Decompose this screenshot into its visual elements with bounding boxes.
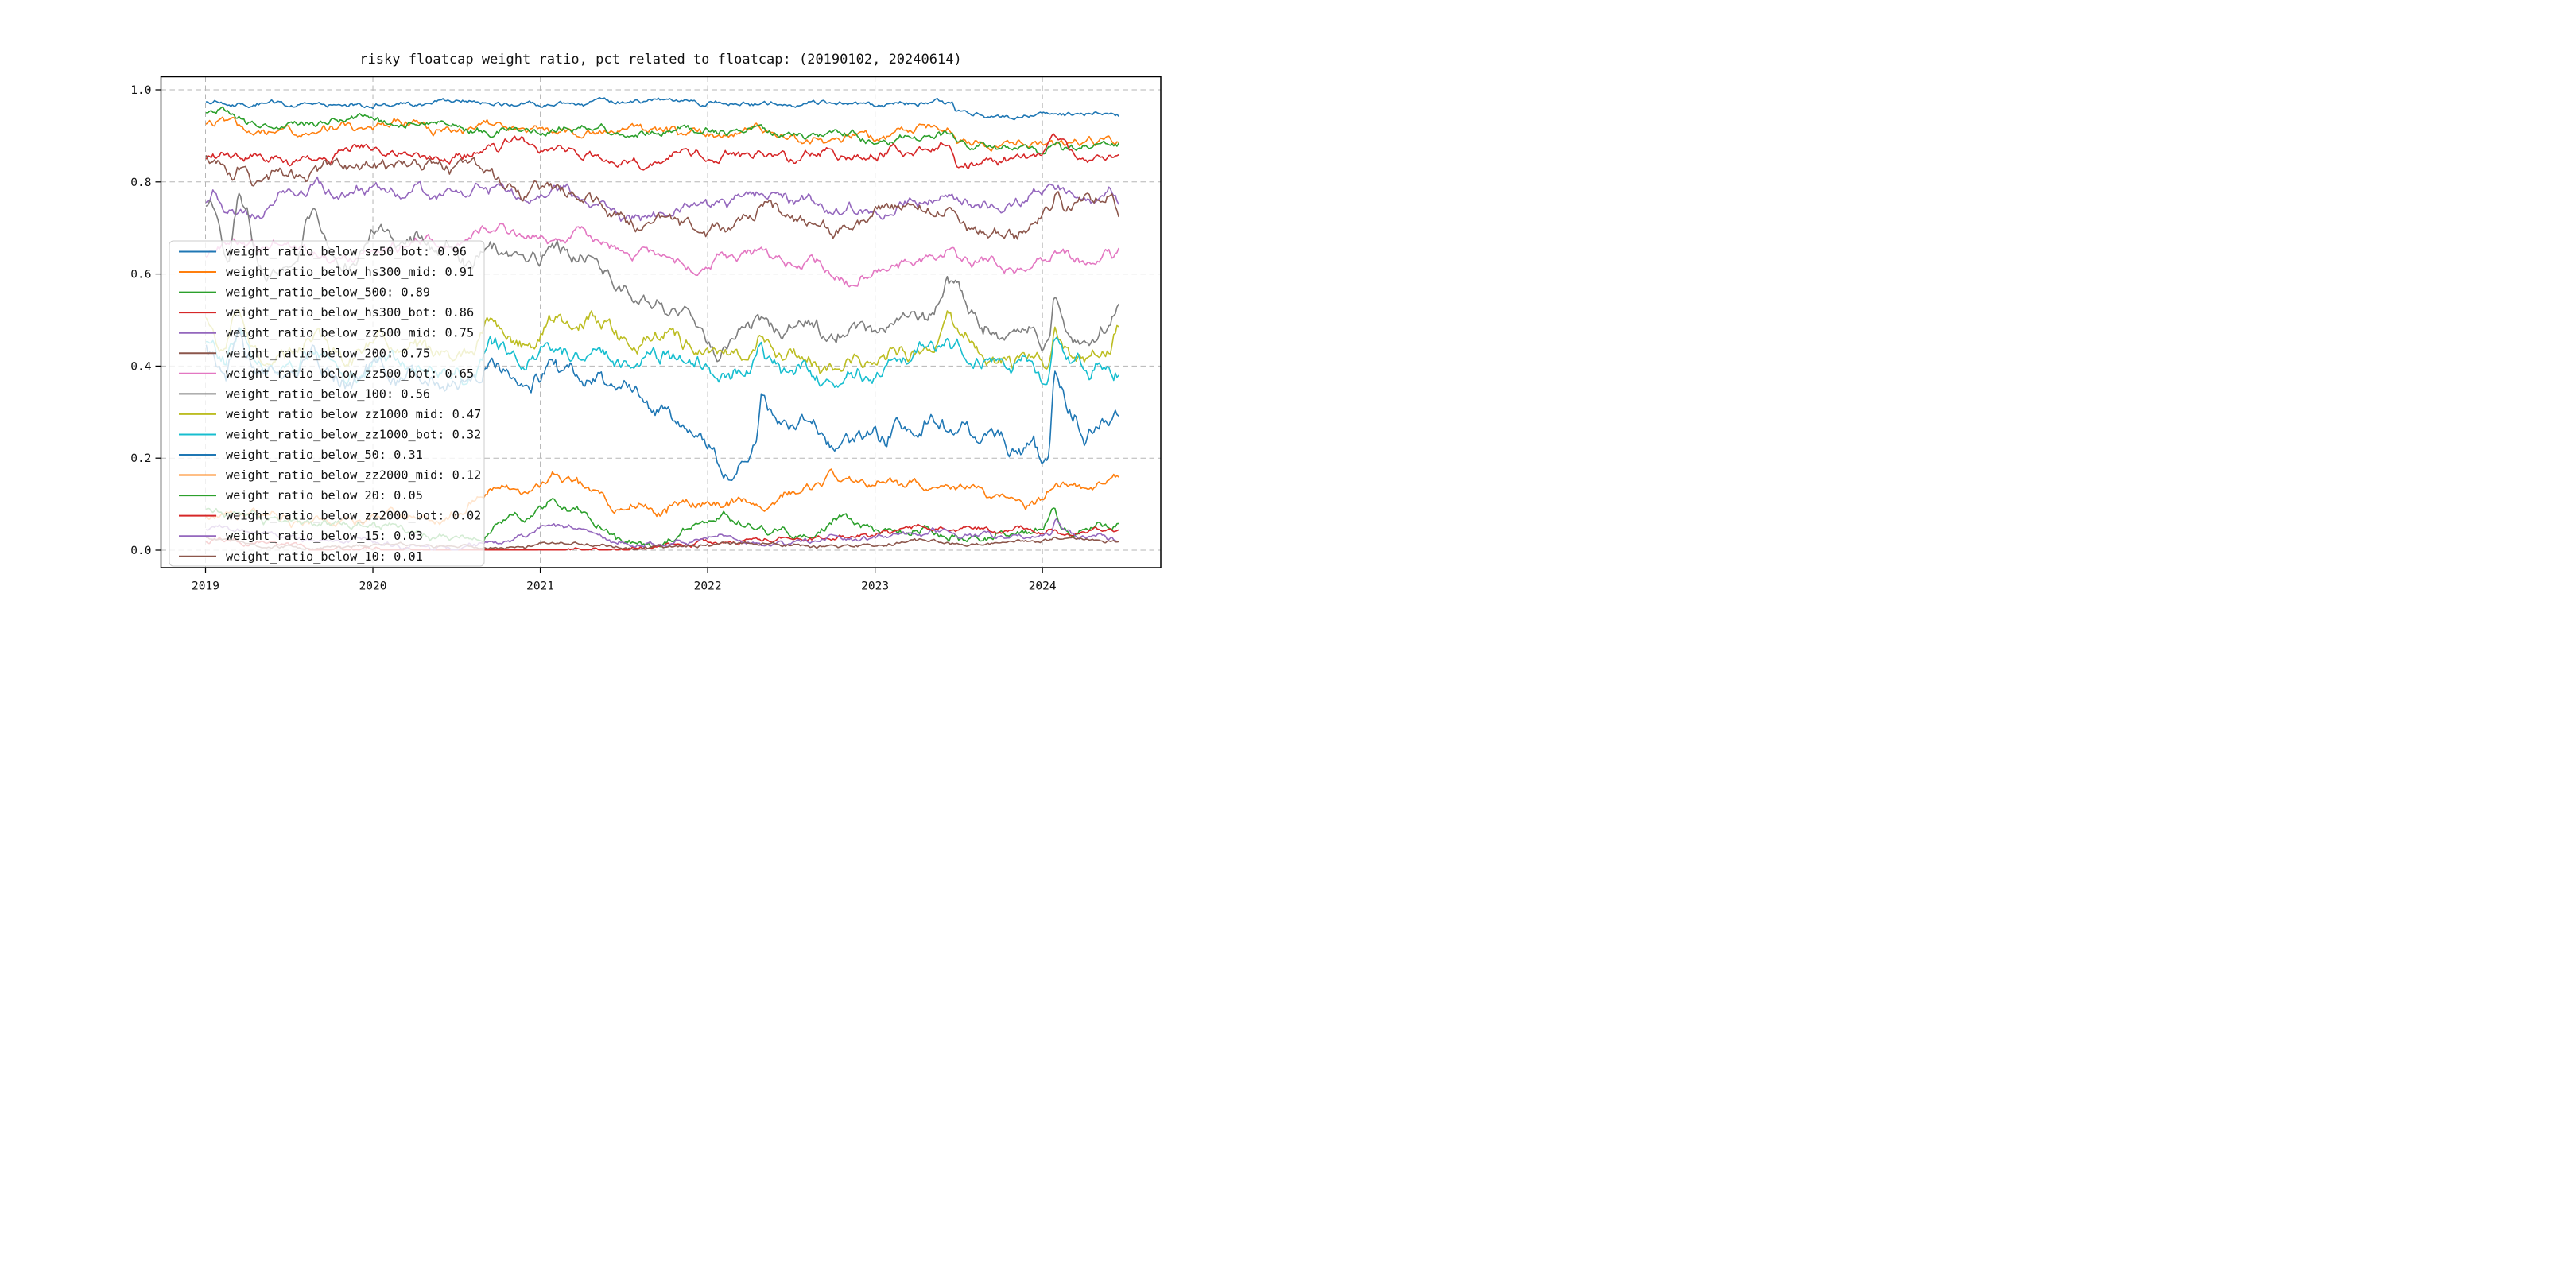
y-tick-label: 0.2 [130, 452, 151, 465]
legend-label-weight_ratio_below_zz1000_mid: weight_ratio_below_zz1000_mid: 0.47 [226, 407, 481, 421]
line-chart: risky floatcap weight ratio, pct related… [0, 0, 1288, 644]
legend-label-weight_ratio_below_10: weight_ratio_below_10: 0.01 [226, 549, 423, 564]
legend-label-weight_ratio_below_50: weight_ratio_below_50: 0.31 [226, 448, 423, 462]
y-tick-label: 0.6 [130, 269, 151, 281]
series-line-weight_ratio_below_zz500_mid [205, 176, 1119, 223]
y-tick-label: 0.8 [130, 177, 151, 189]
legend-label-weight_ratio_below_sz50_bot: weight_ratio_below_sz50_bot: 0.96 [226, 245, 467, 259]
legend-label-weight_ratio_below_zz1000_bot: weight_ratio_below_zz1000_bot: 0.32 [226, 427, 481, 441]
x-tick-label: 2020 [359, 580, 387, 593]
series-line-weight_ratio_below_hs300_mid [205, 116, 1119, 152]
legend-label-weight_ratio_below_hs300_mid: weight_ratio_below_hs300_mid: 0.91 [226, 265, 474, 279]
chart-title: risky floatcap weight ratio, pct related… [359, 52, 961, 68]
legend-label-weight_ratio_below_zz500_mid: weight_ratio_below_zz500_mid: 0.75 [226, 326, 474, 340]
series-line-weight_ratio_below_200 [205, 155, 1119, 240]
x-tick-label: 2021 [526, 580, 554, 593]
series-line-weight_ratio_below_500 [205, 106, 1119, 155]
x-tick-label: 2023 [861, 580, 889, 593]
series-line-weight_ratio_below_hs300_bot [205, 133, 1119, 171]
legend-label-weight_ratio_below_zz2000_mid: weight_ratio_below_zz2000_mid: 0.12 [226, 468, 481, 483]
x-tick-label: 2022 [694, 580, 722, 593]
legend-label-weight_ratio_below_200: weight_ratio_below_200: 0.75 [226, 346, 430, 360]
x-tick-label: 2019 [192, 580, 219, 593]
chart-figure: risky floatcap weight ratio, pct related… [0, 0, 1288, 644]
legend-label-weight_ratio_below_zz2000_bot: weight_ratio_below_zz2000_bot: 0.02 [226, 509, 481, 523]
legend-box [169, 240, 485, 567]
legend: weight_ratio_below_sz50_bot: 0.96 weight_… [169, 240, 485, 567]
plot-border [160, 76, 1162, 568]
legend-label-weight_ratio_below_500: weight_ratio_below_500: 0.89 [226, 285, 430, 300]
y-tick-label: 1.0 [130, 84, 151, 97]
y-tick-label: 0.4 [130, 360, 151, 373]
legend-label-weight_ratio_below_100: weight_ratio_below_100: 0.56 [226, 386, 430, 401]
axes: 0.0 0.2 0.4 0.6 0.8 1.0 2019 2020 2021 2022 2023 20… [130, 76, 1162, 593]
legend-label-weight_ratio_below_15: weight_ratio_below_15: 0.03 [226, 529, 423, 543]
x-tick-label: 2024 [1029, 580, 1057, 593]
legend-label-weight_ratio_below_20: weight_ratio_below_20: 0.05 [226, 488, 423, 502]
y-tick-label: 0.0 [130, 545, 151, 557]
legend-label-weight_ratio_below_zz500_bot: weight_ratio_below_zz500_bot: 0.65 [226, 367, 474, 381]
legend-label-weight_ratio_below_hs300_bot: weight_ratio_below_hs300_bot: 0.86 [226, 305, 474, 320]
series-line-weight_ratio_below_sz50_bot [205, 96, 1119, 121]
